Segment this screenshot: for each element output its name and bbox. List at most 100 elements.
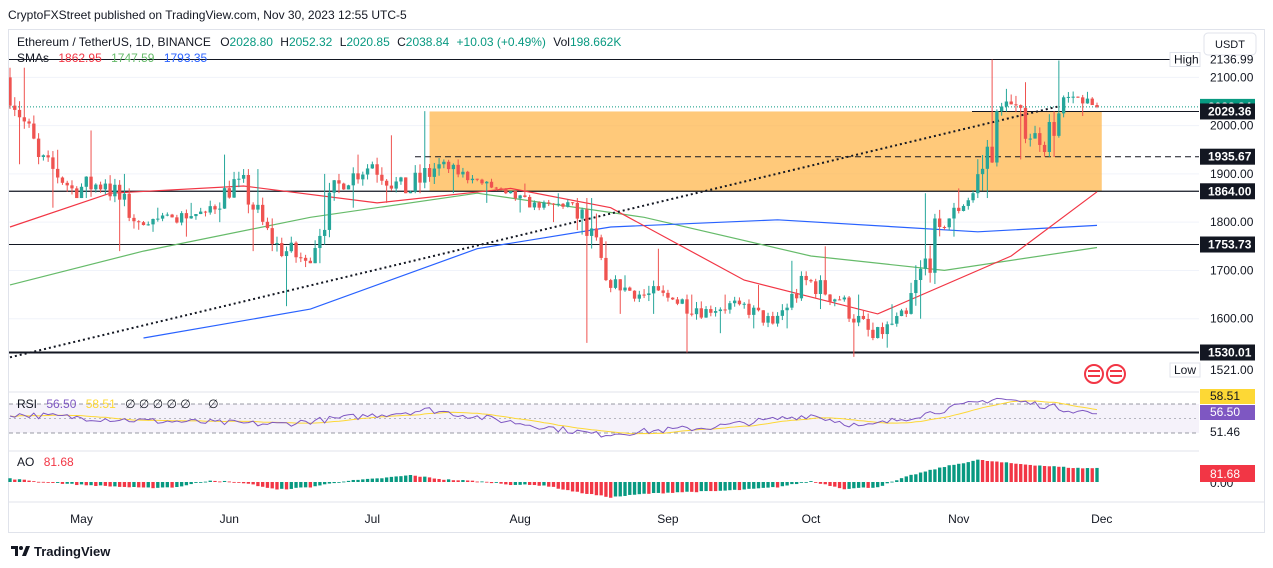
ao-bar	[499, 482, 503, 484]
candle-body	[1028, 138, 1032, 140]
candle-body	[666, 292, 670, 298]
open-label: O	[220, 35, 229, 49]
candle-body	[175, 217, 179, 223]
ao-bar	[680, 482, 684, 493]
candle-body	[1066, 96, 1071, 98]
rsi-ma-tag: 58.51	[1210, 389, 1240, 403]
candle-body	[451, 164, 456, 170]
price-level-tag-label: 1935.67	[1208, 150, 1252, 164]
ao-bar	[833, 482, 837, 487]
ao-bar	[361, 479, 365, 482]
candle-body	[794, 293, 799, 299]
candle-body	[918, 268, 923, 281]
candle-body	[365, 168, 370, 175]
rsi-line	[9, 397, 1098, 438]
supply-zone-layer	[429, 111, 1102, 192]
rsi-extra: ∅	[208, 397, 218, 411]
ao-bar	[275, 482, 279, 490]
ao-bar	[36, 481, 41, 483]
ao-bar	[513, 482, 518, 485]
ao-bar	[609, 482, 613, 498]
ao-bar	[170, 482, 174, 488]
ao-bar	[184, 482, 189, 486]
ao-bar	[976, 459, 980, 482]
candle-body	[351, 173, 355, 186]
candle-body	[303, 257, 308, 261]
candle-body	[532, 202, 537, 208]
price-level-tag	[1200, 103, 1255, 120]
candle-body	[823, 280, 827, 295]
ao-bar	[117, 482, 122, 487]
candle-body	[1014, 104, 1018, 106]
candle-body	[933, 218, 937, 273]
candle-body	[313, 248, 317, 264]
ao-bar	[451, 480, 456, 482]
ao-bar	[504, 482, 508, 485]
ao-bar	[542, 482, 546, 486]
candle-body	[60, 177, 65, 183]
ao-bar	[384, 477, 389, 482]
time-axis[interactable]: May Jun Jul Aug Sep Oct Nov Dec	[70, 512, 1112, 526]
candle-body	[361, 174, 365, 180]
ao-bar	[761, 482, 765, 488]
candle-body	[723, 309, 727, 311]
svg-text:Ethereum / TetherUS, 1D, BINAN: Ethereum / TetherUS, 1D, BINANCE O2028.8…	[17, 35, 621, 49]
ao-bar	[94, 482, 98, 486]
candle-body	[852, 318, 856, 323]
horizontal-levels-layer	[9, 59, 1199, 354]
ao-histogram	[8, 459, 1099, 498]
candle-body	[642, 294, 646, 296]
price-level-tag	[1200, 183, 1255, 200]
price-level-tag-label: 1864.00	[1208, 184, 1252, 198]
candle-body	[775, 315, 780, 324]
ao-bar	[22, 479, 26, 482]
candle-body	[113, 184, 117, 197]
candle-body	[551, 203, 556, 205]
us-flag-icon[interactable]	[1106, 364, 1126, 384]
ao-bar	[794, 482, 799, 485]
candle-body	[299, 257, 303, 259]
ao-bar	[618, 482, 622, 497]
ao-bar	[108, 482, 112, 487]
ao-bar	[928, 469, 932, 482]
candle-body	[628, 287, 632, 291]
us-flag-icon[interactable]	[1084, 364, 1104, 384]
ao-bar	[199, 482, 203, 483]
candle-body	[1004, 101, 1009, 107]
ao-bar	[232, 481, 236, 483]
candle-body	[499, 188, 503, 190]
rsi-level-tag: 51.46	[1210, 425, 1240, 439]
ao-bar	[880, 482, 885, 486]
low-value-label: 1521.00	[1210, 363, 1254, 377]
ao-bar	[632, 482, 637, 495]
candle-body	[294, 242, 298, 258]
currency-button[interactable]: USDT	[1203, 32, 1257, 56]
candle-body	[318, 235, 322, 249]
event-markers[interactable]	[1084, 364, 1126, 384]
ao-bar	[1076, 467, 1080, 482]
time-tick-label: Sep	[657, 512, 679, 526]
ao-bar	[699, 482, 703, 492]
ao-bar	[566, 482, 570, 491]
ao-bar	[642, 482, 646, 494]
ao-bar	[146, 482, 150, 488]
svg-text:RSI 56.50 58.51: RSI 56.50 58.51 ∅ ∅ ∅ ∅ ∅ ∅	[17, 397, 219, 411]
candle-body	[771, 316, 775, 324]
candle-body	[437, 164, 441, 169]
high-label: H	[280, 35, 289, 49]
sma-red-value: 1862.95	[58, 51, 102, 65]
ao-bar	[1095, 467, 1099, 482]
ao-bar	[17, 479, 22, 482]
ao-bar	[852, 482, 856, 489]
chart-canvas[interactable]: Ethereum / TetherUS, 1D, BINANCE O2028.8…	[0, 0, 1273, 540]
ao-bar	[122, 482, 127, 487]
candle-body	[146, 224, 150, 226]
ao-bar	[1071, 468, 1075, 482]
ao-bar	[1042, 465, 1047, 482]
ao-bar	[1081, 468, 1085, 482]
candle-body	[613, 279, 618, 288]
time-tick-label: May	[70, 512, 93, 526]
candle-body	[809, 280, 813, 282]
price-axis[interactable]: 2100.00 2000.00 1900.00 1800.00 1700.00 1600.…	[1169, 52, 1255, 378]
ao-bar	[585, 482, 589, 494]
